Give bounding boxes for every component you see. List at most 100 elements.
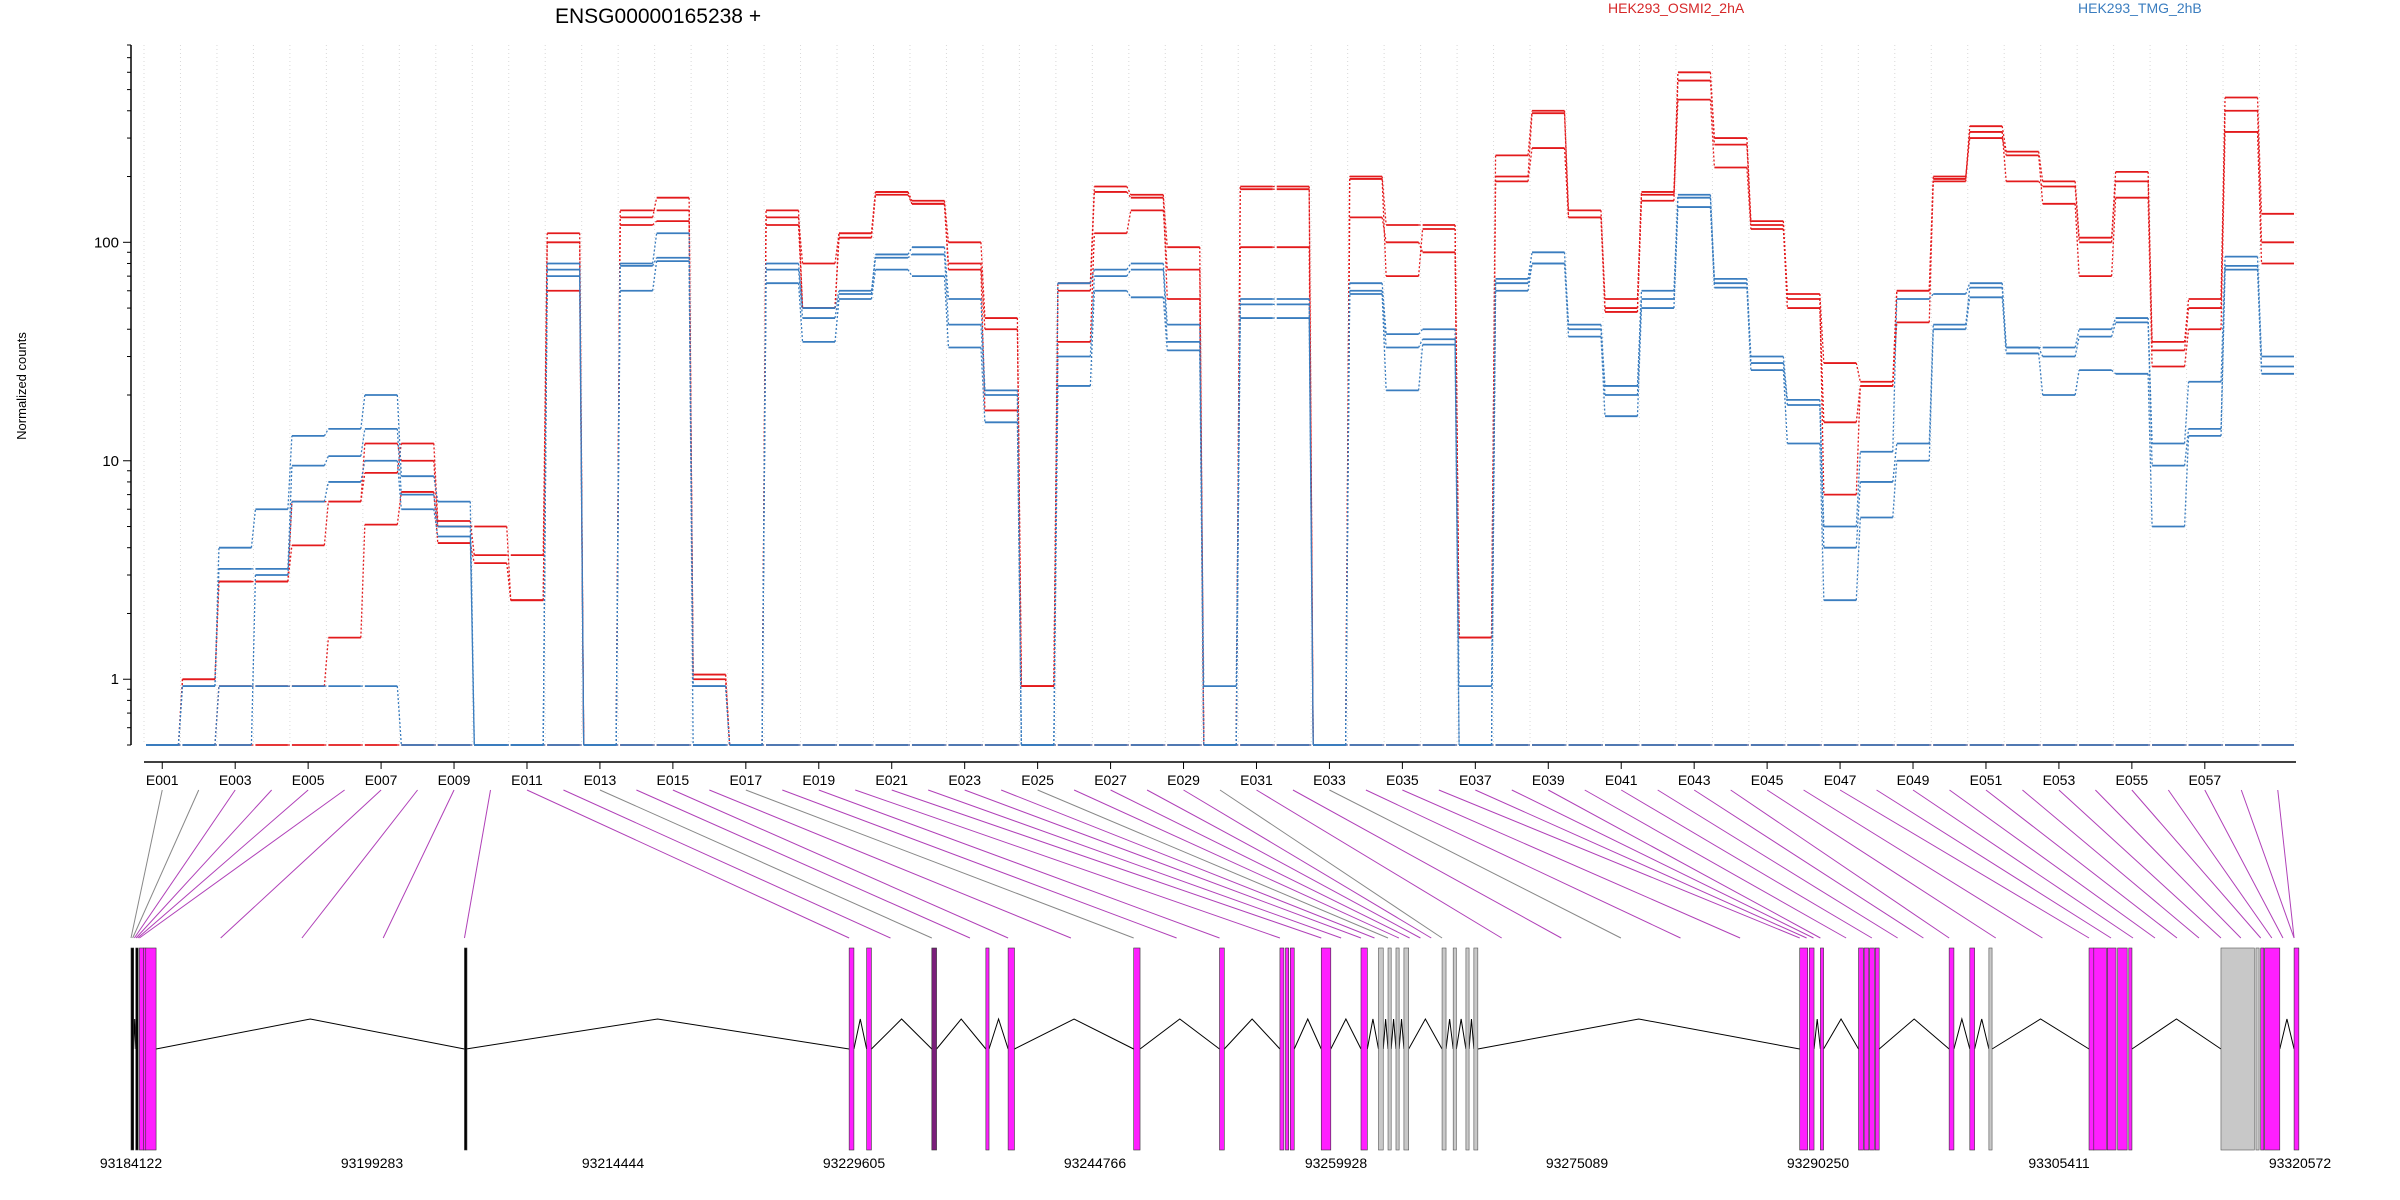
series-connector [2147,197,2153,367]
series-connector [834,298,840,342]
series-connector [1563,110,1570,211]
x-tick-label: E045 [1751,772,1784,788]
series-connector [2001,126,2007,152]
intron-line [155,1018,465,1050]
series-connector [834,290,840,309]
exon-block [1799,947,1808,1151]
exon-connector [1912,789,2134,939]
exon-connector [1037,789,1389,939]
series-connector [870,257,877,295]
series-connector [323,637,330,687]
genomic-coordinate-label: 93199283 [341,1155,404,1171]
x-tick-label: E037 [1459,772,1492,788]
series-connector [980,269,986,411]
exon-connector [563,789,891,939]
exon-block [1403,947,1409,1151]
series-connector [1563,263,1570,337]
series-connector [2111,317,2117,330]
series-connector [1381,178,1387,277]
series-connector [396,428,402,495]
series-connector [2220,256,2226,382]
exon-block [1133,947,1141,1151]
series-connector [1965,282,1971,295]
series-connector [761,283,767,746]
exon-block [1948,947,1955,1151]
series-connector [1709,99,1716,168]
exon-connector [1839,789,2090,939]
series-connector [214,568,220,687]
intron-line [1330,1017,1362,1050]
series-connector [1563,113,1570,218]
series-connector [1126,269,1132,277]
exon-connector [1511,789,1814,939]
series-connector [1746,144,1752,226]
series-connector [652,257,658,267]
series-connector [907,269,913,277]
series-connector [1527,252,1533,279]
series-connector [1746,138,1752,222]
x-tick-label: E031 [1240,772,1273,788]
x-tick-label: E007 [365,772,398,788]
series-connector [360,524,366,638]
series-connector [1892,460,1898,518]
exon-connector [1803,789,2043,939]
x-tick-label: E005 [292,772,325,788]
exon-connector [133,789,236,939]
exon-block [1969,947,1975,1151]
series-connector [2001,137,2007,156]
exon-block [2264,947,2281,1151]
exon-block [2260,947,2265,1151]
series-connector [433,460,439,527]
x-tick-label: E001 [146,772,179,788]
series-connector [1636,191,1643,300]
exon-connector [1402,789,1741,939]
intron-line [2131,1018,2222,1050]
series-connector [1199,324,1205,687]
x-tick-label: E029 [1167,772,1200,788]
exon-connector [382,789,455,939]
series-connector [360,460,366,483]
x-tick-label: E039 [1532,772,1565,788]
series-connector [1089,276,1095,357]
exon-connector [139,789,345,939]
series-connector [1928,293,1934,300]
series-connector [651,233,658,264]
series-connector [323,501,330,546]
series-connector [2038,180,2044,187]
genomic-coordinate-label: 93259928 [1305,1155,1368,1171]
exon-connector [526,789,850,939]
exon-connector [745,789,1134,939]
series-connector [1381,293,1387,391]
series-connector [1418,242,1424,253]
exon-block [1378,947,1384,1151]
series-connector [1454,329,1460,687]
series-connector [1089,191,1095,291]
count-axes: 1 10 100 E001 E003 E005 E007 E009 E011 E013 E015 E0… [94,44,2296,788]
exon-connector [137,789,309,939]
series-connector [1126,290,1132,298]
series-connector [980,298,986,391]
series-connector [2256,269,2263,374]
x-tick-label: E003 [219,772,252,788]
exon-connector [1256,789,1502,939]
exon-connector [301,789,418,939]
exon-connector [1985,789,2178,939]
series-connector [2183,298,2190,342]
series-connector [1527,263,1533,291]
series-connector [797,269,804,319]
exon-block [1808,947,1815,1151]
series-connector [1527,113,1533,177]
series-connector [1892,299,1898,452]
exon-block [1279,947,1285,1151]
series-connector [1527,147,1533,182]
series-connector [396,686,402,746]
series-connector [1928,176,1934,291]
series-connector [1855,481,1861,548]
series-connector [1600,329,1606,396]
exon-block [1289,947,1295,1151]
series-connector [2074,203,2080,277]
x-tick-label: E051 [1970,772,2003,788]
exon-block [931,947,937,1151]
exon-connector [2022,789,2200,939]
series-connector [652,220,658,226]
